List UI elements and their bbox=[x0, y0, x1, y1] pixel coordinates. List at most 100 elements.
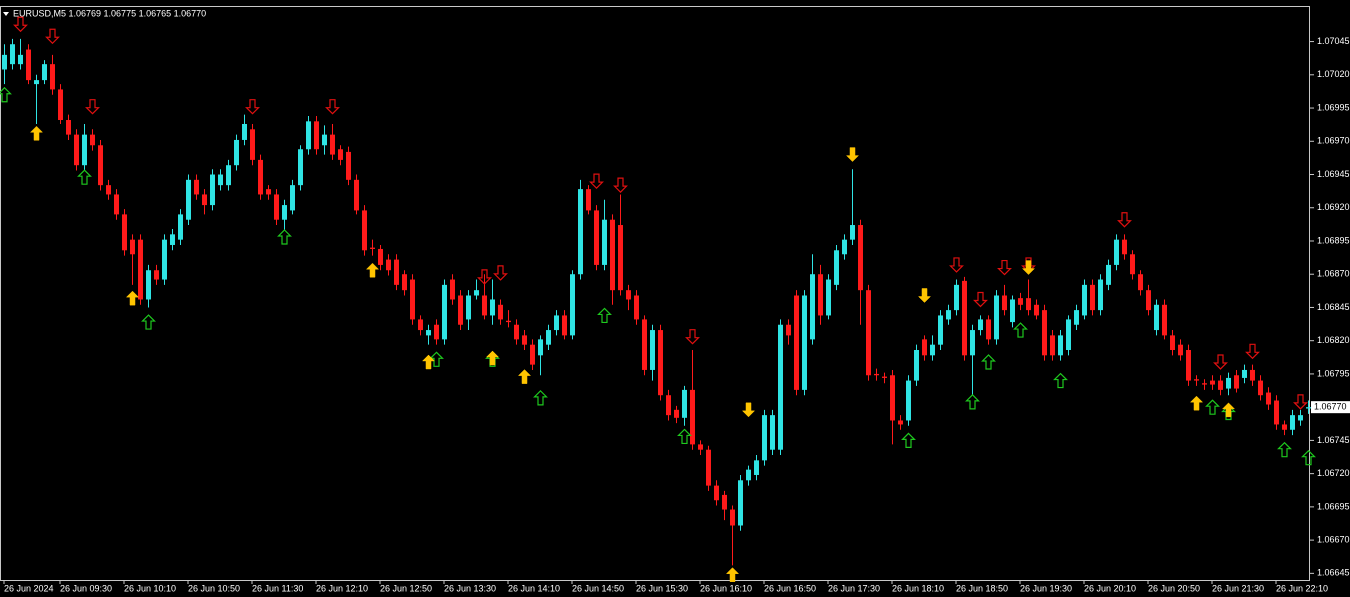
candle-body bbox=[2, 54, 7, 70]
signal-arrow bbox=[1213, 354, 1228, 370]
y-tick-label: 1.06720 bbox=[1317, 468, 1350, 478]
candle-body bbox=[170, 234, 175, 245]
candle-body bbox=[202, 194, 207, 206]
signal-arrow bbox=[949, 257, 964, 273]
signal-arrow bbox=[1301, 449, 1316, 466]
y-tick-label: 1.06795 bbox=[1317, 368, 1350, 378]
candle-body bbox=[778, 324, 783, 450]
candle-body bbox=[994, 295, 999, 340]
candle-body bbox=[1274, 400, 1279, 425]
candle-body bbox=[370, 247, 375, 249]
candle-body bbox=[330, 134, 335, 155]
menu-triangle[interactable] bbox=[3, 12, 9, 16]
signal-arrow bbox=[1277, 441, 1292, 458]
candle-body bbox=[18, 54, 23, 65]
candle-body bbox=[554, 315, 559, 331]
candle-body bbox=[1266, 392, 1271, 405]
candle-body bbox=[1282, 424, 1287, 430]
candle-body bbox=[1194, 379, 1199, 381]
candle-body bbox=[1018, 298, 1023, 305]
candle-body bbox=[474, 290, 479, 296]
y-tick-label: 1.06920 bbox=[1317, 202, 1350, 212]
signal-arrow-filled bbox=[1189, 395, 1204, 411]
signal-arrow bbox=[973, 291, 988, 308]
candle-body bbox=[322, 134, 327, 146]
x-tick-label: 26 Jun 22:10 bbox=[1276, 583, 1328, 593]
signal-arrow bbox=[13, 16, 28, 33]
candle-body bbox=[1138, 274, 1143, 291]
candle-body bbox=[658, 330, 663, 396]
candle-body bbox=[1090, 284, 1095, 311]
candle-body bbox=[434, 324, 439, 340]
candle-body bbox=[922, 339, 927, 356]
candle-body bbox=[570, 274, 575, 336]
signal-arrow bbox=[1245, 343, 1260, 360]
candle-body bbox=[162, 239, 167, 280]
signal-arrow bbox=[245, 99, 260, 115]
y-tick-label: 1.06670 bbox=[1317, 534, 1350, 544]
candle-body bbox=[506, 320, 511, 323]
signal-arrow-filled bbox=[741, 402, 756, 418]
signal-arrow-filled bbox=[365, 262, 380, 278]
candle-body bbox=[722, 494, 727, 510]
candle-body bbox=[882, 376, 887, 378]
candle-body bbox=[802, 295, 807, 390]
candle-body bbox=[1050, 335, 1055, 356]
signal-arrow-filled bbox=[1221, 402, 1236, 418]
signal-arrow-filled bbox=[917, 288, 932, 303]
signal-arrow bbox=[677, 428, 692, 445]
candle-body bbox=[770, 415, 775, 450]
candle-body bbox=[122, 214, 127, 251]
candle-body bbox=[106, 185, 111, 195]
candle-body bbox=[482, 295, 487, 316]
y-tick-label: 1.06870 bbox=[1317, 269, 1350, 279]
y-tick-label: 1.06820 bbox=[1317, 335, 1350, 345]
candle-body bbox=[714, 485, 719, 501]
candle-body bbox=[258, 159, 263, 195]
candle-body bbox=[66, 120, 71, 135]
last-price-box bbox=[1311, 401, 1350, 414]
candle-body bbox=[250, 129, 255, 160]
y-tick-label: 1.06695 bbox=[1317, 501, 1350, 511]
candle-body bbox=[938, 315, 943, 345]
candle-body bbox=[706, 449, 711, 486]
candle-body bbox=[1290, 415, 1295, 430]
candle-body bbox=[34, 80, 39, 85]
candle-body bbox=[978, 319, 983, 331]
candle-body bbox=[842, 239, 847, 255]
candle-body bbox=[586, 189, 591, 211]
signal-arrow-filled bbox=[725, 567, 740, 582]
candle-body bbox=[1122, 239, 1127, 255]
y-tick-label: 1.06745 bbox=[1317, 435, 1350, 445]
candle-body bbox=[226, 165, 231, 186]
signal-arrow bbox=[981, 354, 996, 370]
x-tick-label: 26 Jun 2024 bbox=[4, 583, 54, 593]
candle-body bbox=[826, 279, 831, 316]
candle-body bbox=[666, 395, 671, 416]
candle-body bbox=[394, 259, 399, 285]
candle-body bbox=[650, 330, 655, 370]
candle-body bbox=[1298, 415, 1303, 421]
candle-body bbox=[298, 149, 303, 186]
candle-body bbox=[970, 330, 975, 356]
candle-body bbox=[346, 151, 351, 180]
last-price-label: 1.06770 bbox=[1314, 402, 1347, 412]
candle-body bbox=[874, 373, 879, 376]
signal-arrow bbox=[325, 99, 340, 115]
candle-body bbox=[442, 284, 447, 340]
candle-body bbox=[274, 194, 279, 220]
candle-body bbox=[466, 295, 471, 320]
candle-body bbox=[1202, 383, 1207, 385]
candle-body bbox=[762, 415, 767, 461]
signal-arrow bbox=[0, 86, 12, 103]
candle-body bbox=[1106, 264, 1111, 285]
candle-body bbox=[618, 225, 623, 291]
candle-body bbox=[810, 274, 815, 340]
candle-body bbox=[410, 279, 415, 320]
candle-body bbox=[1026, 298, 1031, 311]
signal-arrow bbox=[965, 394, 980, 410]
y-tick-label: 1.06945 bbox=[1317, 169, 1350, 179]
candle-body bbox=[42, 64, 47, 81]
